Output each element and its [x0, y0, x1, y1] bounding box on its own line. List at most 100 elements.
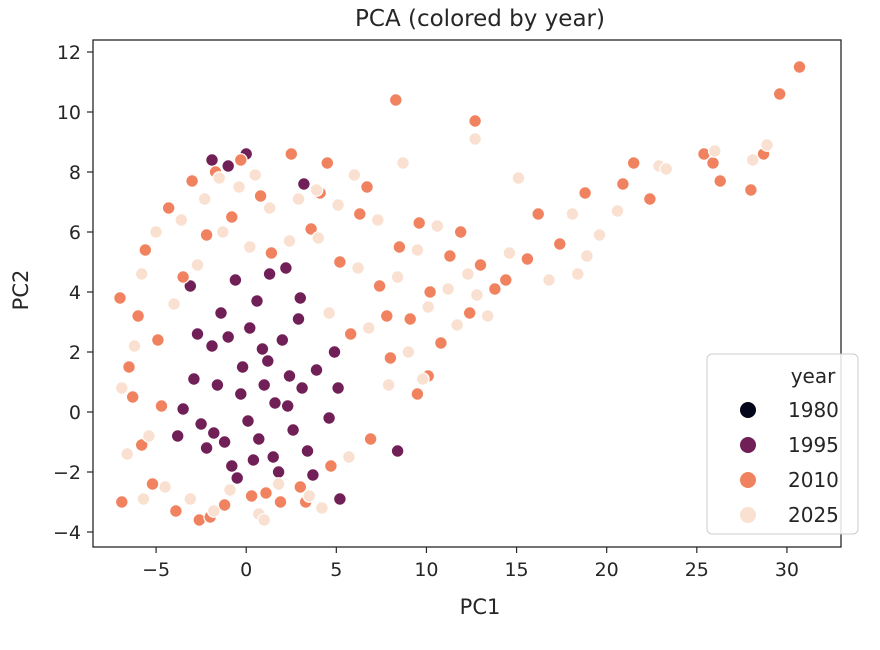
- point-1995-14: [199, 441, 214, 455]
- x-tick-label-6: 25: [685, 559, 709, 581]
- point-2025-11: [206, 504, 221, 518]
- point-2025-52: [212, 171, 227, 185]
- point-2010-53: [772, 87, 787, 101]
- point-2025-27: [361, 321, 376, 335]
- points-layer: [113, 60, 807, 527]
- point-2010-36: [443, 249, 457, 263]
- legend-marker-2010: [740, 472, 756, 488]
- point-2025-18: [271, 477, 286, 491]
- point-2025-0: [120, 447, 135, 461]
- point-1995-1: [194, 417, 209, 431]
- point-1995-24: [295, 381, 310, 395]
- point-2010-5: [154, 399, 169, 413]
- point-1995-12: [300, 444, 315, 458]
- point-2025-12: [215, 225, 230, 239]
- point-2025-20: [291, 192, 306, 206]
- point-1995-5: [233, 387, 248, 401]
- point-1995-43: [331, 381, 346, 395]
- point-2010-62: [259, 486, 273, 500]
- point-2010-11: [199, 228, 214, 242]
- point-2025-62: [502, 246, 517, 260]
- point-1995-26: [206, 426, 221, 440]
- point-1995-3: [214, 306, 228, 320]
- x-tick-label-1: 0: [240, 559, 252, 581]
- point-1995-41: [293, 291, 308, 305]
- point-1995-47: [221, 159, 236, 173]
- point-1995-48: [279, 261, 293, 275]
- y-axis: −4 −2 0 2 4 6 8 10 12: [53, 42, 93, 544]
- point-2025-37: [461, 267, 475, 281]
- point-2025-53: [248, 168, 263, 182]
- legend-marker-2025: [740, 507, 756, 523]
- point-1995-8: [260, 354, 275, 368]
- point-2025-42: [565, 207, 580, 221]
- point-2025-39: [480, 309, 495, 323]
- point-1995-28: [255, 342, 270, 356]
- y-tick-label-3: 2: [69, 342, 81, 364]
- x-axis: −5 0 5 10 15 20 25 30: [142, 547, 799, 581]
- point-2025-14: [232, 180, 246, 194]
- point-2025-33: [421, 300, 436, 314]
- point-1995-17: [230, 471, 245, 485]
- point-2010-51: [744, 183, 758, 197]
- point-2010-1: [122, 360, 136, 374]
- point-2010-28: [363, 432, 378, 446]
- point-1995-31: [217, 435, 232, 449]
- point-2010-20: [284, 147, 299, 161]
- point-2025-8: [183, 492, 198, 506]
- point-2010-67: [552, 237, 567, 251]
- point-2025-21: [302, 489, 317, 503]
- point-1995-30: [282, 369, 297, 383]
- point-2025-25: [342, 450, 356, 464]
- point-2010-38: [462, 306, 477, 320]
- point-2025-46: [610, 204, 625, 218]
- point-2025-6: [167, 297, 182, 311]
- y-tick-label-0: −4: [53, 522, 81, 544]
- x-tick-label-2: 5: [330, 559, 342, 581]
- point-2025-59: [257, 513, 272, 527]
- point-2025-36: [450, 318, 465, 332]
- point-2010-65: [488, 282, 502, 296]
- point-2010-50: [713, 174, 728, 188]
- y-tick-label-7: 10: [57, 102, 81, 124]
- point-2010-34: [423, 285, 438, 299]
- y-tick-label-6: 8: [69, 162, 81, 184]
- point-2025-29: [381, 378, 396, 392]
- point-1995-36: [228, 273, 243, 287]
- point-1995-2: [205, 339, 219, 353]
- point-1995-21: [266, 450, 281, 464]
- point-2010-0: [114, 495, 129, 509]
- point-1995-20: [257, 378, 272, 392]
- point-2010-25: [333, 255, 347, 269]
- point-2025-24: [331, 198, 346, 212]
- legend: year 1980 1995 2010 2025: [706, 353, 859, 535]
- point-2010-59: [150, 333, 165, 347]
- point-2010-24: [324, 459, 338, 473]
- point-2025-63: [542, 273, 556, 287]
- point-2025-44: [580, 249, 594, 263]
- point-2010-46: [626, 156, 641, 170]
- point-2025-57: [114, 381, 129, 395]
- point-2010-3: [138, 243, 153, 257]
- point-2010-14: [224, 210, 239, 224]
- point-2010-30: [383, 351, 398, 365]
- point-2010-57: [320, 156, 335, 170]
- point-2025-31: [401, 345, 416, 359]
- point-1995-15: [210, 378, 225, 392]
- point-2010-7: [168, 504, 183, 518]
- point-2010-32: [403, 312, 418, 326]
- point-2025-56: [396, 156, 410, 170]
- point-2025-55: [347, 168, 362, 182]
- point-2010-55: [113, 291, 127, 305]
- x-tick-label-0: −5: [142, 559, 170, 581]
- point-2010-26: [343, 327, 358, 341]
- point-2025-30: [390, 270, 405, 284]
- point-2010-44: [578, 186, 592, 200]
- point-2010-2: [131, 309, 146, 323]
- point-2025-5: [158, 480, 173, 494]
- plot-frame: [92, 39, 842, 548]
- legend-marker-1995: [740, 437, 756, 453]
- point-2010-43: [520, 252, 535, 266]
- point-2025-51: [760, 138, 774, 152]
- point-2025-3: [141, 429, 156, 443]
